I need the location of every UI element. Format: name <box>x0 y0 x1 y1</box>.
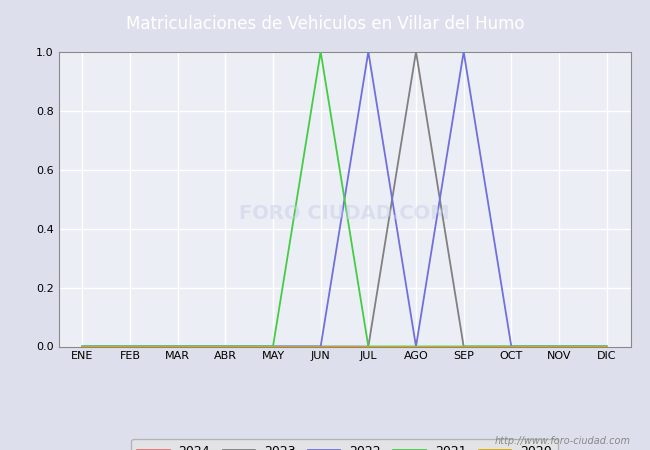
Text: FORO CIUDAD.COM: FORO CIUDAD.COM <box>239 204 450 223</box>
Text: http://www.foro-ciudad.com: http://www.foro-ciudad.com <box>495 436 630 446</box>
Legend: 2024, 2023, 2022, 2021, 2020: 2024, 2023, 2022, 2021, 2020 <box>131 439 558 450</box>
Text: Matriculaciones de Vehiculos en Villar del Humo: Matriculaciones de Vehiculos en Villar d… <box>125 14 525 33</box>
